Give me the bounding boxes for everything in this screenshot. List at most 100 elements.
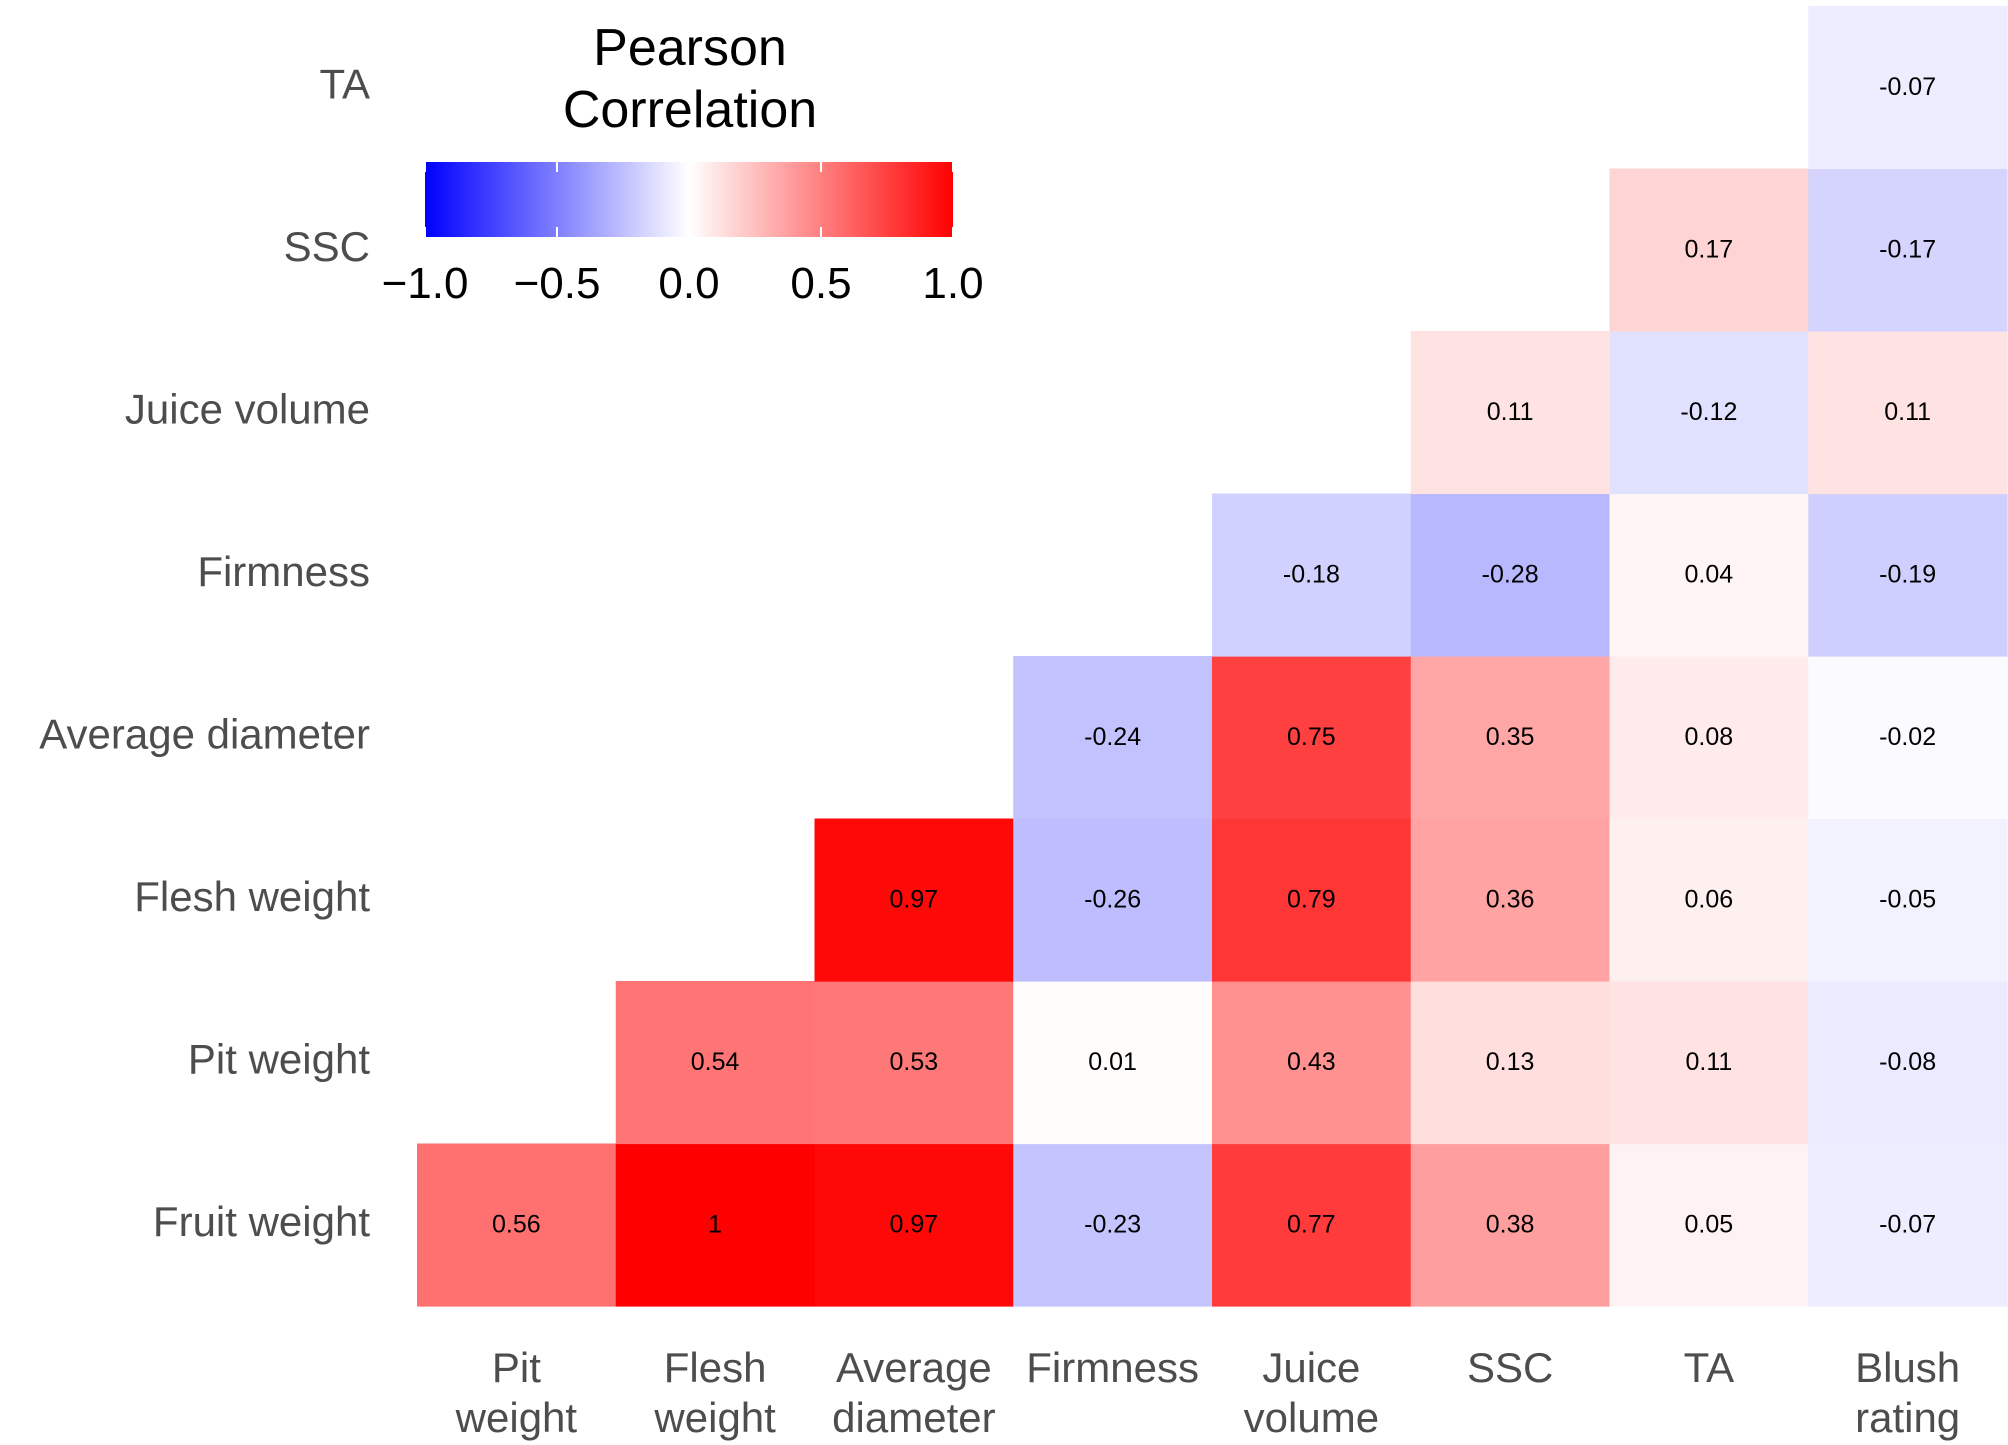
cell-average-diameter-juice-volume [1212, 656, 1412, 820]
column-label-ssc: SSC [1467, 1344, 1553, 1391]
cell-flesh-weight-ta [1609, 818, 1809, 982]
cell-average-diameter-ssc [1410, 656, 1611, 820]
cell-pit-weight-juice-volume [1212, 981, 1412, 1145]
cell-average-diameter-ta [1609, 656, 1809, 820]
column-label-ta: TA [1684, 1344, 1735, 1391]
cell-fruit-weight-average-diameter [814, 1143, 1014, 1307]
cell-value-label: 0.75 [1287, 723, 1336, 751]
cell-value-label: 0.11 [1685, 1048, 1732, 1076]
color-legend: Pearson Correlation −1.0 −0.5 0.0 0.5 1.0 [382, 19, 984, 308]
row-label-juice-volume: Juice volume [125, 385, 370, 432]
cell-value-label: -0.24 [1084, 723, 1141, 751]
row-label-pit-weight: Pit weight [188, 1035, 370, 1082]
cell-fruit-weight-blush-rating [1808, 1143, 2008, 1307]
cell-firmness-ssc [1410, 493, 1611, 657]
cell-value-label: 0.01 [1088, 1048, 1137, 1076]
cell-pit-weight-firmness [1013, 981, 1213, 1145]
cell-flesh-weight-ssc [1410, 818, 1611, 982]
column-label-average-diameter-line-1: Average [836, 1344, 992, 1391]
cell-value-label: 0.43 [1287, 1048, 1336, 1076]
cell-ssc-ta [1609, 168, 1809, 332]
column-label-juice-volume-line-1: Juice [1262, 1344, 1360, 1391]
cell-flesh-weight-blush-rating [1808, 818, 2008, 982]
row-label-ssc: SSC [284, 223, 370, 270]
cell-value-label: 0.35 [1486, 723, 1535, 751]
column-label-flesh-weight-line-1: Flesh [664, 1344, 767, 1391]
cell-firmness-ta [1609, 493, 1809, 657]
cell-pit-weight-average-diameter [814, 981, 1014, 1145]
legend-title-line-2: Correlation [563, 81, 817, 139]
legend-tick-label: −1.0 [382, 259, 469, 308]
cell-juice-volume-ta [1609, 331, 1809, 495]
legend-title-line-1: Pearson [593, 19, 787, 77]
cell-flesh-weight-average-diameter [814, 818, 1014, 982]
cell-value-label: 0.11 [1884, 398, 1931, 426]
cell-average-diameter-firmness [1013, 656, 1213, 820]
column-label-firmness: Firmness [1026, 1344, 1199, 1391]
legend-tick-label: 0.0 [658, 259, 719, 308]
cell-value-label: -0.26 [1084, 885, 1141, 913]
row-label-fruit-weight: Fruit weight [153, 1198, 370, 1245]
cell-firmness-blush-rating [1808, 493, 2008, 657]
cell-value-label: 0.38 [1486, 1210, 1535, 1238]
row-label-ta: TA [319, 60, 370, 107]
cell-value-label: 0.11 [1487, 398, 1534, 426]
column-labels: PitweightFleshweightAveragediameterFirmn… [455, 1344, 1960, 1441]
cell-average-diameter-blush-rating [1808, 656, 2008, 820]
cell-value-label: -0.19 [1879, 560, 1936, 588]
cell-value-label: 0.17 [1685, 235, 1734, 263]
row-labels: Fruit weight Pit weight Flesh weight Averag… [39, 60, 370, 1245]
cell-value-label: 0.53 [890, 1048, 939, 1076]
column-label-pit-weight-line-1: Pit [492, 1344, 541, 1391]
column-label-juice-volume-line-2: volume [1244, 1394, 1379, 1441]
cell-value-label: 0.36 [1486, 885, 1535, 913]
cell-fruit-weight-ssc [1410, 1143, 1611, 1307]
cell-value-label: -0.07 [1879, 1210, 1936, 1238]
cell-value-label: 0.56 [492, 1210, 541, 1238]
legend-ticks: −1.0 −0.5 0.0 0.5 1.0 [382, 162, 984, 308]
cell-fruit-weight-juice-volume [1212, 1143, 1412, 1307]
cell-value-label: -0.18 [1283, 560, 1340, 588]
cell-fruit-weight-firmness [1013, 1143, 1213, 1307]
column-label-flesh-weight-line-2: weight [653, 1394, 776, 1441]
column-label-pit-weight-line-2: weight [455, 1394, 578, 1441]
cell-fruit-weight-ta [1609, 1143, 1809, 1307]
cell-value-label: -0.07 [1879, 73, 1936, 101]
row-label-average-diameter: Average diameter [39, 710, 370, 757]
cell-value-label: -0.17 [1879, 235, 1936, 263]
cell-value-label: -0.28 [1482, 560, 1539, 588]
column-label-blush-rating-line-2: rating [1855, 1394, 1960, 1441]
cell-pit-weight-flesh-weight [615, 981, 816, 1145]
cell-ta-blush-rating [1808, 6, 2008, 170]
cell-value-label: 0.04 [1685, 560, 1734, 588]
cell-value-label: 0.06 [1685, 885, 1734, 913]
cell-value-label: 0.97 [890, 1210, 939, 1238]
cell-value-label: -0.12 [1680, 398, 1737, 426]
legend-tick-label: −0.5 [514, 259, 601, 308]
cell-fruit-weight-flesh-weight [615, 1143, 816, 1307]
legend-color-bar [425, 162, 953, 237]
cell-flesh-weight-firmness [1013, 818, 1213, 982]
legend-tick-label: 1.0 [922, 259, 983, 308]
cell-value-label: 0.13 [1486, 1048, 1535, 1076]
column-label-average-diameter-line-2: diameter [832, 1394, 995, 1441]
cell-value-label: 1 [708, 1210, 722, 1238]
cell-pit-weight-ta [1609, 981, 1809, 1145]
cell-value-label: -0.08 [1879, 1048, 1936, 1076]
cell-value-label: 0.54 [691, 1048, 740, 1076]
cell-value-label: 0.08 [1685, 723, 1734, 751]
cell-value-label: -0.23 [1084, 1210, 1141, 1238]
column-label-blush-rating-line-1: Blush [1855, 1344, 1960, 1391]
cell-value-label: 0.79 [1287, 885, 1336, 913]
cell-value-label: 0.05 [1685, 1210, 1734, 1238]
legend-tick-label: 0.5 [790, 259, 851, 308]
cell-value-label: -0.02 [1879, 723, 1936, 751]
row-label-firmness: Firmness [197, 548, 370, 595]
cell-ssc-blush-rating [1808, 168, 2008, 332]
cell-fruit-weight-pit-weight [417, 1143, 617, 1307]
cell-juice-volume-ssc [1410, 331, 1611, 495]
cell-value-label: -0.05 [1879, 885, 1936, 913]
cell-juice-volume-blush-rating [1808, 331, 2008, 495]
cell-firmness-juice-volume [1212, 493, 1412, 657]
